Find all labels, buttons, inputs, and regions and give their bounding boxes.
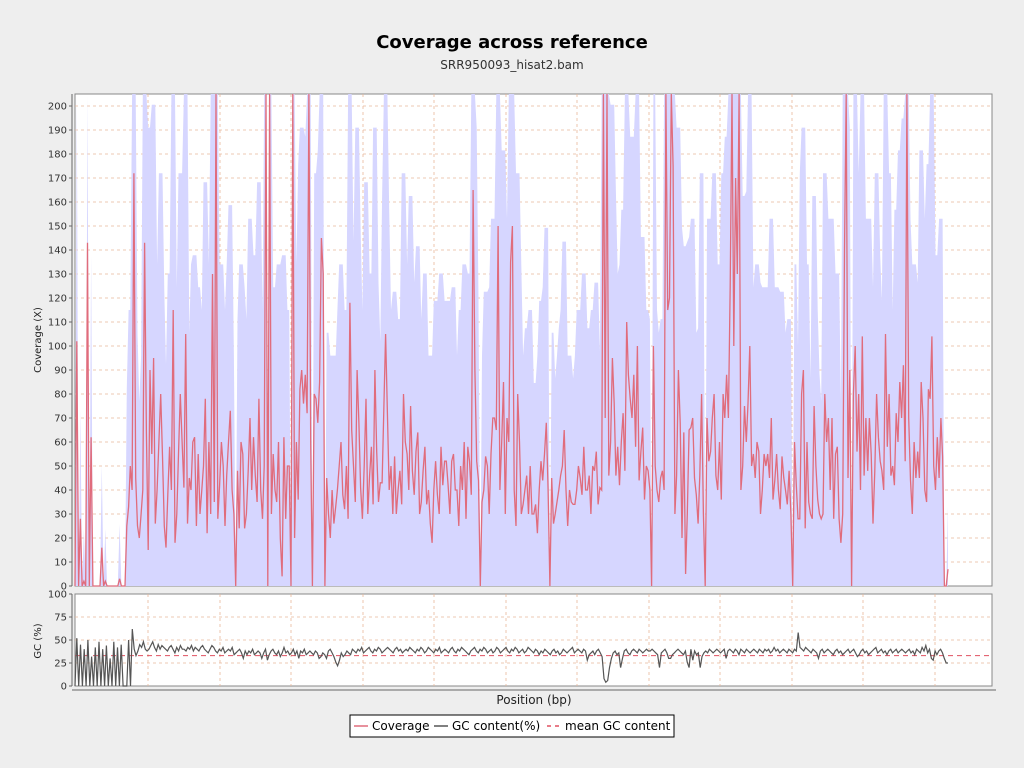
coverage-y-tick-label: 90 xyxy=(54,366,67,377)
gc-y-tick-label: 50 xyxy=(54,636,67,647)
chart-subtitle: SRR950093_hisat2.bam xyxy=(440,58,583,72)
coverage-y-tick-label: 30 xyxy=(54,510,67,521)
coverage-y-tick-label: 170 xyxy=(48,174,67,185)
coverage-panel: 0 10 20 30 40 50 60 70 80 90 100 110 120 130 140 150 160… xyxy=(33,93,993,593)
coverage-y-tick-label: 180 xyxy=(48,150,67,161)
gc-y-axis-label: GC (%) xyxy=(33,623,44,658)
coverage-y-axis-label: Coverage (X) xyxy=(33,307,44,373)
gc-panel: 0 25 50 75 100 GC (%) xyxy=(33,590,996,693)
gc-line xyxy=(74,628,948,687)
gc-gridlines xyxy=(75,594,992,686)
x-axis-label: Position (bp) xyxy=(496,693,571,707)
coverage-y-tick-label: 60 xyxy=(54,438,67,449)
coverage-y-tick-label: 110 xyxy=(48,318,67,329)
coverage-y-tick-label: 20 xyxy=(54,534,67,545)
gc-y-tick-label: 75 xyxy=(54,613,67,624)
coverage-y-tick-label: 150 xyxy=(48,222,67,233)
coverage-y-tick-label: 0 xyxy=(61,582,67,593)
coverage-y-tick-label: 120 xyxy=(48,294,67,305)
gc-series xyxy=(74,628,948,687)
coverage-series xyxy=(74,93,949,587)
coverage-y-tick-label: 10 xyxy=(54,558,67,569)
chart-title: Coverage across reference xyxy=(376,32,648,53)
gc-y-tick-label: 25 xyxy=(54,659,67,670)
coverage-line xyxy=(74,93,949,587)
coverage-y-tick-label: 140 xyxy=(48,246,67,257)
coverage-y-tick-label: 40 xyxy=(54,486,67,497)
legend-label-coverage: Coverage xyxy=(372,719,430,733)
legend-box xyxy=(349,714,675,738)
coverage-y-tick-label: 50 xyxy=(54,462,67,473)
coverage-y-tick-label: 190 xyxy=(48,126,67,137)
gc-y-tick-label: 100 xyxy=(48,590,67,601)
legend-label-gc: GC content(%) xyxy=(452,719,540,733)
coverage-y-tick-label: 80 xyxy=(54,390,67,401)
coverage-y-tick-label: 200 xyxy=(48,102,67,113)
gc-y-ticks: 0 25 50 75 100 xyxy=(48,590,72,693)
legend-label-mean-gc: mean GC content xyxy=(565,719,671,733)
coverage-y-tick-label: 100 xyxy=(48,342,67,353)
coverage-y-tick-label: 130 xyxy=(48,270,67,281)
coverage-y-tick-label: 160 xyxy=(48,198,67,209)
coverage-y-ticks: 0 10 20 30 40 50 60 70 80 90 100 110 120 130 140 150 160… xyxy=(48,102,72,593)
coverage-y-tick-label: 70 xyxy=(54,414,67,425)
gc-y-tick-label: 0 xyxy=(61,682,67,693)
legend: Coverage GC content(%) mean GC content xyxy=(349,714,675,738)
